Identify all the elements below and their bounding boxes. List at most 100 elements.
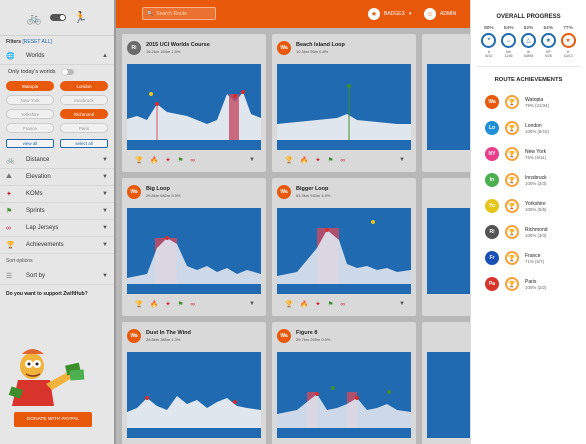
route-card[interactable]: Ri 2015 UCI Worlds Course 16.2km 164m 1.…: [122, 34, 266, 172]
world-chip-richmond[interactable]: Richmond: [60, 109, 108, 119]
achievement-watopia[interactable]: Wa 🏆 Watopia 79% (21/34): [485, 89, 578, 115]
achievement-paris[interactable]: Pa 🏆 Paris 100% (2/2): [485, 271, 578, 297]
only-today-row: Only today's worlds: [0, 65, 114, 79]
route-card[interactable]: Wa Beach Island Loop 10.3km 56m 0.8% 🏆 🔥…: [272, 34, 416, 172]
chevron-down-icon: ▾: [408, 11, 412, 17]
kom-icon: ✦: [6, 191, 12, 198]
mountain-icon: △: [520, 33, 536, 48]
elevation-profile: [127, 64, 261, 150]
filters-label: Filters: [6, 39, 22, 45]
progress-value: 10/13: [563, 54, 573, 58]
elevation-label: Elevation: [26, 174, 51, 180]
card-footer: 🏆 🔥 ✦ ⚑ ∞ ▼: [127, 296, 261, 312]
route-card-partial[interactable]: [422, 34, 470, 172]
chevron-down-icon[interactable]: ▼: [399, 301, 405, 307]
world-chip-new-york[interactable]: New York: [6, 95, 54, 105]
elevation-profile: [427, 352, 470, 438]
world-avatar: Fr: [485, 251, 499, 265]
world-progress: 100% (3/3): [525, 180, 547, 186]
route-card[interactable]: Wa Bigger Loop 53.3km 943m 4.9% 🏆 🔥 ✦ ⚑ …: [272, 178, 416, 316]
trophy-icon: 🏆: [6, 242, 15, 249]
route-card-partial[interactable]: [422, 322, 470, 444]
world-chip-yorkshire[interactable]: Yorkshire: [6, 109, 54, 119]
chevron-down-icon[interactable]: ▼: [102, 225, 108, 231]
elevation-profile: [427, 64, 470, 150]
achievement-france[interactable]: Fr 🏆 France 71% (5/7): [485, 245, 578, 271]
distance-filter[interactable]: 🚲 Distance ▼: [0, 152, 114, 169]
reset-all-link[interactable]: [RESET ALL]: [22, 39, 52, 45]
world-progress: 100% (2/2): [525, 284, 547, 290]
achievement-yorkshire[interactable]: Yo 🏆 Yorkshire 100% (5/5): [485, 193, 578, 219]
route-title[interactable]: Big Loop: [146, 186, 170, 192]
bike-icon[interactable]: 🚲: [26, 10, 42, 25]
progress-rings: 80% ⌖ # 8/10 54% ↔ km 1245 52% △ m 16894…: [471, 20, 586, 58]
sport-toggle[interactable]: 🚲 🏃: [0, 0, 114, 36]
badges-button[interactable]: ★ BADGES ▾: [368, 7, 411, 21]
trophy-icon: 🏆: [285, 301, 294, 308]
card-header: Ri 2015 UCI Worlds Course 16.2km 164m 1.…: [122, 34, 266, 62]
achievement-london[interactable]: Lo 🏆 London 100% (8/10): [485, 115, 578, 141]
world-name: Paris: [525, 278, 537, 285]
world-chip-london[interactable]: London: [60, 81, 108, 91]
search-input[interactable]: 🔍 Search Route: [142, 7, 216, 20]
route-card[interactable]: Wa Dust In The Wind 28.6km 385m 1.3%: [122, 322, 266, 444]
support-text: Do you want to support ZwiftHub?: [6, 291, 88, 297]
achievement-richmond[interactable]: Ri 🏆 Richmond 100% (3/3): [485, 219, 578, 245]
world-avatar: Wa: [485, 95, 499, 109]
progress-pct: 52%: [523, 26, 534, 31]
chevron-down-icon[interactable]: ▼: [102, 174, 108, 180]
sort-by-select[interactable]: ☰ Sort by ▼: [0, 268, 114, 285]
route-card[interactable]: Wa Big Loop 29.8km 682m 5.9% 🏆 🔥 ✦ ⚑ ∞ ▼: [122, 178, 266, 316]
world-avatar: Lo: [485, 121, 499, 135]
filters-header: Filters [RESET ALL]: [0, 36, 114, 48]
world-chip-france[interactable]: France: [6, 123, 54, 133]
mascot-illustration: [8, 349, 85, 406]
chevron-down-icon[interactable]: ▼: [249, 301, 255, 307]
world-chip-innsbruck[interactable]: Innsbruck: [60, 95, 108, 105]
route-title[interactable]: 2015 UCI Worlds Course: [146, 42, 210, 48]
achievement-new-york[interactable]: NY 🏆 New York 75% (6/11): [485, 141, 578, 167]
route-title[interactable]: Bigger Loop: [296, 186, 329, 192]
fire-icon: 🔥: [300, 157, 309, 164]
run-icon[interactable]: 🏃: [73, 12, 88, 24]
achievement-innsbruck[interactable]: In 🏆 Innsbruck 100% (3/3): [485, 167, 578, 193]
koms-label: KOMs: [26, 191, 43, 197]
chevron-down-icon[interactable]: ▼: [399, 157, 405, 163]
route-card[interactable]: Wa Figure 8 29.7km 269m 0.9%: [272, 322, 416, 444]
chevron-down-icon[interactable]: ▼: [102, 273, 108, 279]
koms-filter[interactable]: ✦ KOMs ▼: [0, 186, 114, 203]
progress-pct: 77%: [563, 26, 573, 31]
chevron-down-icon[interactable]: ▼: [102, 242, 108, 248]
only-today-switch[interactable]: [61, 69, 74, 75]
route-title[interactable]: Dust In The Wind: [146, 330, 191, 336]
route-card-partial[interactable]: [422, 178, 470, 316]
sprints-filter[interactable]: ⚑ Sprints ▼: [0, 203, 114, 220]
kom-icon: ✦: [165, 301, 171, 308]
elevation-profile: [127, 208, 261, 294]
donate-paypal-button[interactable]: DONATE WITH PAYPAL: [14, 412, 92, 427]
achievements-filter[interactable]: 🏆 Achievements ▼: [0, 237, 114, 254]
route-title[interactable]: Figure 8: [296, 330, 318, 336]
route-stats: 28.6km 385m 1.3%: [146, 337, 181, 342]
worlds-filter[interactable]: 🌐 Worlds ▲: [0, 48, 114, 65]
chevron-down-icon[interactable]: ▼: [102, 191, 108, 197]
world-progress: 71% (5/7): [525, 258, 545, 264]
lap-icon: ∞: [190, 156, 196, 164]
chevron-up-icon[interactable]: ▲: [102, 53, 108, 59]
elevation-filter[interactable]: ⛰ Elevation ▼: [0, 169, 114, 186]
flag-icon: ⚑: [177, 157, 184, 164]
world-chip-paris[interactable]: Paris: [60, 123, 108, 133]
admin-button[interactable]: ☺ ADMIN: [424, 7, 456, 21]
view-all-button[interactable]: view all: [6, 139, 54, 148]
world-progress: 100% (3/3): [525, 232, 547, 238]
select-all-button[interactable]: select all: [60, 139, 108, 148]
world-chip-watopia[interactable]: Watopia: [6, 81, 54, 91]
chevron-down-icon[interactable]: ▼: [249, 157, 255, 163]
lap-jerseys-filter[interactable]: ∞ Lap Jerseys ▼: [0, 220, 114, 237]
card-header: Wa Bigger Loop 53.3km 943m 4.9%: [272, 178, 416, 206]
lap-icon: ∞: [340, 156, 346, 164]
chevron-down-icon[interactable]: ▼: [102, 208, 108, 214]
chevron-down-icon[interactable]: ▼: [102, 157, 108, 163]
sport-switch[interactable]: [49, 14, 66, 21]
route-title[interactable]: Beach Island Loop: [296, 42, 345, 48]
